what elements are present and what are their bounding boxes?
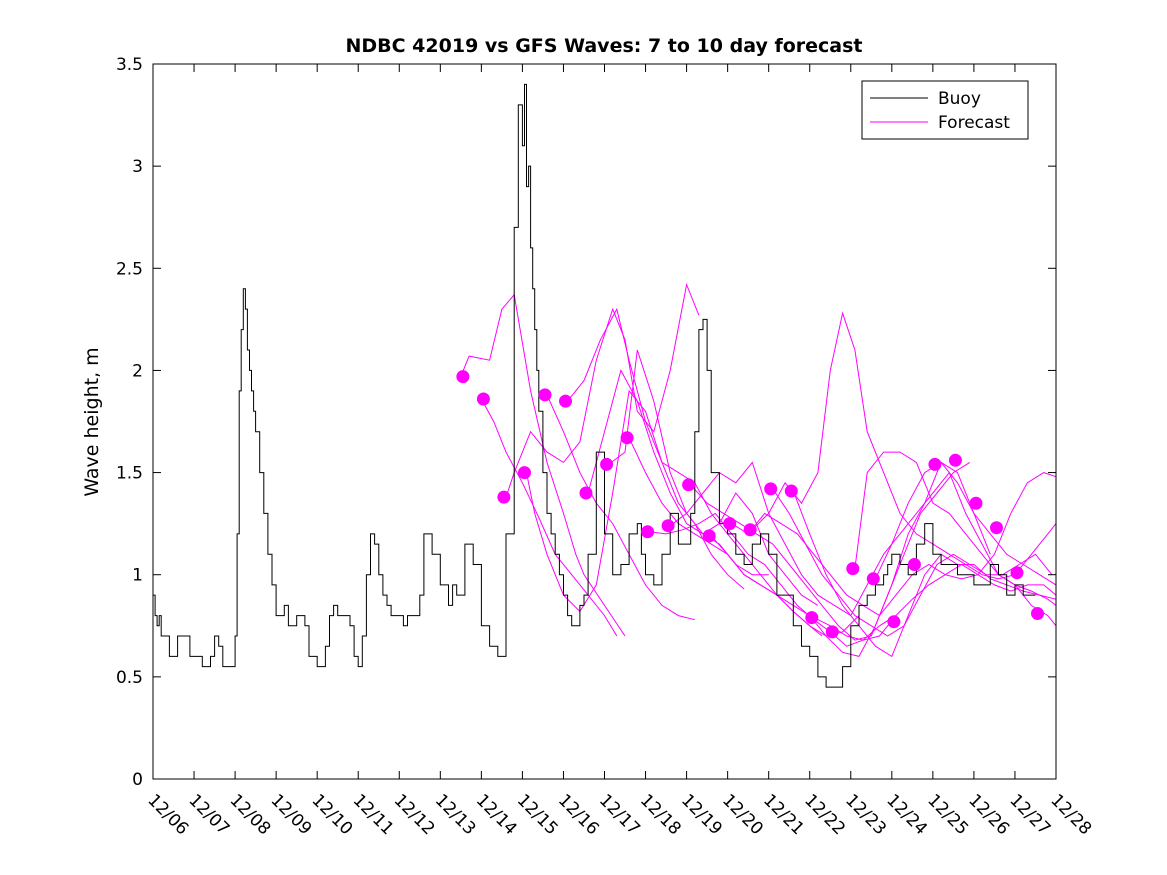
y-tick-label: 0.5 [116,668,143,688]
y-tick-label: 2.5 [116,259,143,279]
forecast-marker [682,478,696,492]
forecast-marker [579,486,593,500]
forecast-series-line [792,490,1057,658]
legend-buoy-label: Buoy [938,89,981,109]
forecast-series-line [854,451,1057,627]
forecast-marker [805,611,819,625]
forecast-marker [497,490,511,504]
forecast-marker [846,562,860,576]
forecast-markers [456,370,1044,639]
forecast-series-line [751,311,1057,580]
forecast-marker [559,394,572,408]
forecast-series-line [731,472,1057,617]
forecast-series-line [505,282,700,498]
forecast-series-line [690,461,971,641]
y-axis: 0 0.5 1 1.5 2 2.5 3 3.5 [116,55,1056,790]
chart-title: NDBC 42019 vs GFS Waves: 7 to 10 day for… [345,35,862,57]
forecast-series-line [608,349,819,606]
y-tick-label: 0 [132,770,143,790]
forecast-marker [928,457,942,471]
forecast-marker [907,558,921,571]
forecast-marker [456,370,470,384]
forecast-marker [764,482,778,496]
forecast-marker [620,431,634,445]
y-tick-label: 1 [132,566,143,586]
buoy-series-line [153,83,1036,688]
forecast-marker [702,529,716,543]
forecast-marker [1031,607,1044,620]
forecast-marker [866,572,880,586]
forecast-series-line [526,389,745,613]
legend: Buoy Forecast [861,80,1029,140]
y-tick-label: 3 [132,157,143,177]
forecast-marker [784,484,798,498]
forecast-series-line [460,293,626,637]
forecast-marker [969,496,983,510]
y-tick-label: 3.5 [116,55,143,75]
y-tick-label: 2 [132,361,143,381]
forecast-series-line [813,563,1057,641]
forecast-marker [641,525,655,539]
forecast-marker [518,466,531,480]
forecast-marker [476,392,490,406]
forecast-series-line [546,394,695,621]
forecast-marker [538,388,552,402]
forecast-series-line [772,488,1053,637]
y-axis-label: Wave height, m [81,347,103,496]
forecast-marker [990,521,1003,535]
forecast-marker [600,457,614,471]
forecast-marker [1010,566,1024,580]
forecast-marker [723,517,737,531]
forecast-marker [743,523,757,537]
forecast-marker [661,519,675,533]
legend-forecast-label: Forecast [938,113,1010,133]
legend-box [861,80,1029,140]
forecast-series-line [480,398,618,637]
forecast-series-line [587,369,769,576]
y-tick-label: 1.5 [116,464,143,484]
buoy-line [153,83,1036,688]
forecast-series-line [874,461,1057,586]
forecast-marker [948,453,962,467]
forecast-marker [825,625,839,639]
forecast-marker [887,615,901,629]
